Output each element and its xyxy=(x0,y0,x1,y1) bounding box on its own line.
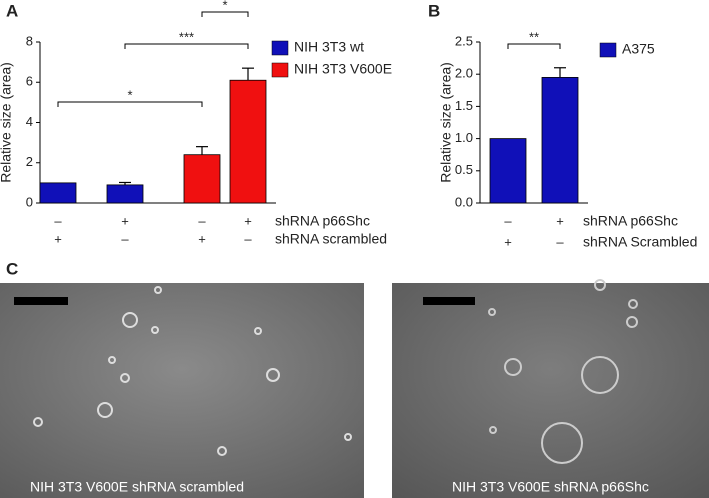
significance-bracket xyxy=(124,43,249,49)
condition-mark: – xyxy=(54,213,62,228)
legend-swatch xyxy=(271,62,289,78)
micrograph: NIH 3T3 V600E shRNA p66Shc xyxy=(392,279,709,498)
condition-label: shRNA p66Shc xyxy=(275,213,370,229)
condition-label: shRNA scrambled xyxy=(275,231,387,247)
y-tick-label: 0.0 xyxy=(455,194,473,209)
micrograph: NIH 3T3 V600E shRNA scrambled xyxy=(0,283,364,498)
y-tick-label: 0.5 xyxy=(455,162,473,177)
condition-mark: – xyxy=(504,213,512,228)
condition-mark: + xyxy=(244,213,252,228)
legend-label: NIH 3T3 V600E xyxy=(294,61,392,77)
y-axis-label: Relative size (area) xyxy=(0,62,14,183)
y-tick-label: 6 xyxy=(26,74,33,89)
y-tick-label: 1.0 xyxy=(455,130,473,145)
condition-mark: + xyxy=(121,213,129,228)
condition-mark: + xyxy=(504,234,512,249)
image-caption: NIH 3T3 V600E shRNA scrambled xyxy=(30,479,244,495)
legend-swatch xyxy=(271,40,289,56)
condition-label: shRNA p66Shc xyxy=(583,213,678,229)
significance-label: ** xyxy=(529,29,539,44)
bar xyxy=(229,79,267,204)
condition-label: shRNA Scrambled xyxy=(583,234,697,250)
legend-label: NIH 3T3 wt xyxy=(294,39,364,55)
bar xyxy=(489,138,527,204)
y-tick-label: 8 xyxy=(26,33,33,48)
condition-mark: + xyxy=(556,213,564,228)
significance-label: * xyxy=(127,87,132,102)
condition-mark: – xyxy=(198,213,206,228)
y-axis-label: Relative size (area) xyxy=(438,62,454,183)
panel-label: A xyxy=(6,1,18,20)
y-tick-label: 2.0 xyxy=(455,66,473,81)
legend-swatch xyxy=(599,42,617,58)
bar xyxy=(106,184,144,204)
y-tick-label: 2 xyxy=(26,154,33,169)
condition-mark: + xyxy=(54,231,62,246)
y-tick-label: 1.5 xyxy=(455,98,473,113)
significance-bracket xyxy=(201,11,249,17)
bar xyxy=(541,77,579,204)
panel-label: B xyxy=(428,1,440,20)
bar xyxy=(183,154,221,204)
significance-label: * xyxy=(222,0,227,12)
condition-mark: – xyxy=(556,234,564,249)
condition-mark: – xyxy=(244,231,252,246)
y-tick-label: 4 xyxy=(26,114,33,129)
legend-label: A375 xyxy=(622,41,655,57)
significance-bracket xyxy=(507,43,561,49)
significance-bracket xyxy=(57,101,203,107)
bar xyxy=(39,182,77,204)
image-caption: NIH 3T3 V600E shRNA p66Shc xyxy=(452,479,649,495)
panel-label: C xyxy=(6,259,18,278)
significance-label: *** xyxy=(179,29,194,44)
condition-mark: + xyxy=(198,231,206,246)
y-tick-label: 0 xyxy=(26,194,33,209)
condition-mark: – xyxy=(121,231,129,246)
y-tick-label: 2.5 xyxy=(455,33,473,48)
